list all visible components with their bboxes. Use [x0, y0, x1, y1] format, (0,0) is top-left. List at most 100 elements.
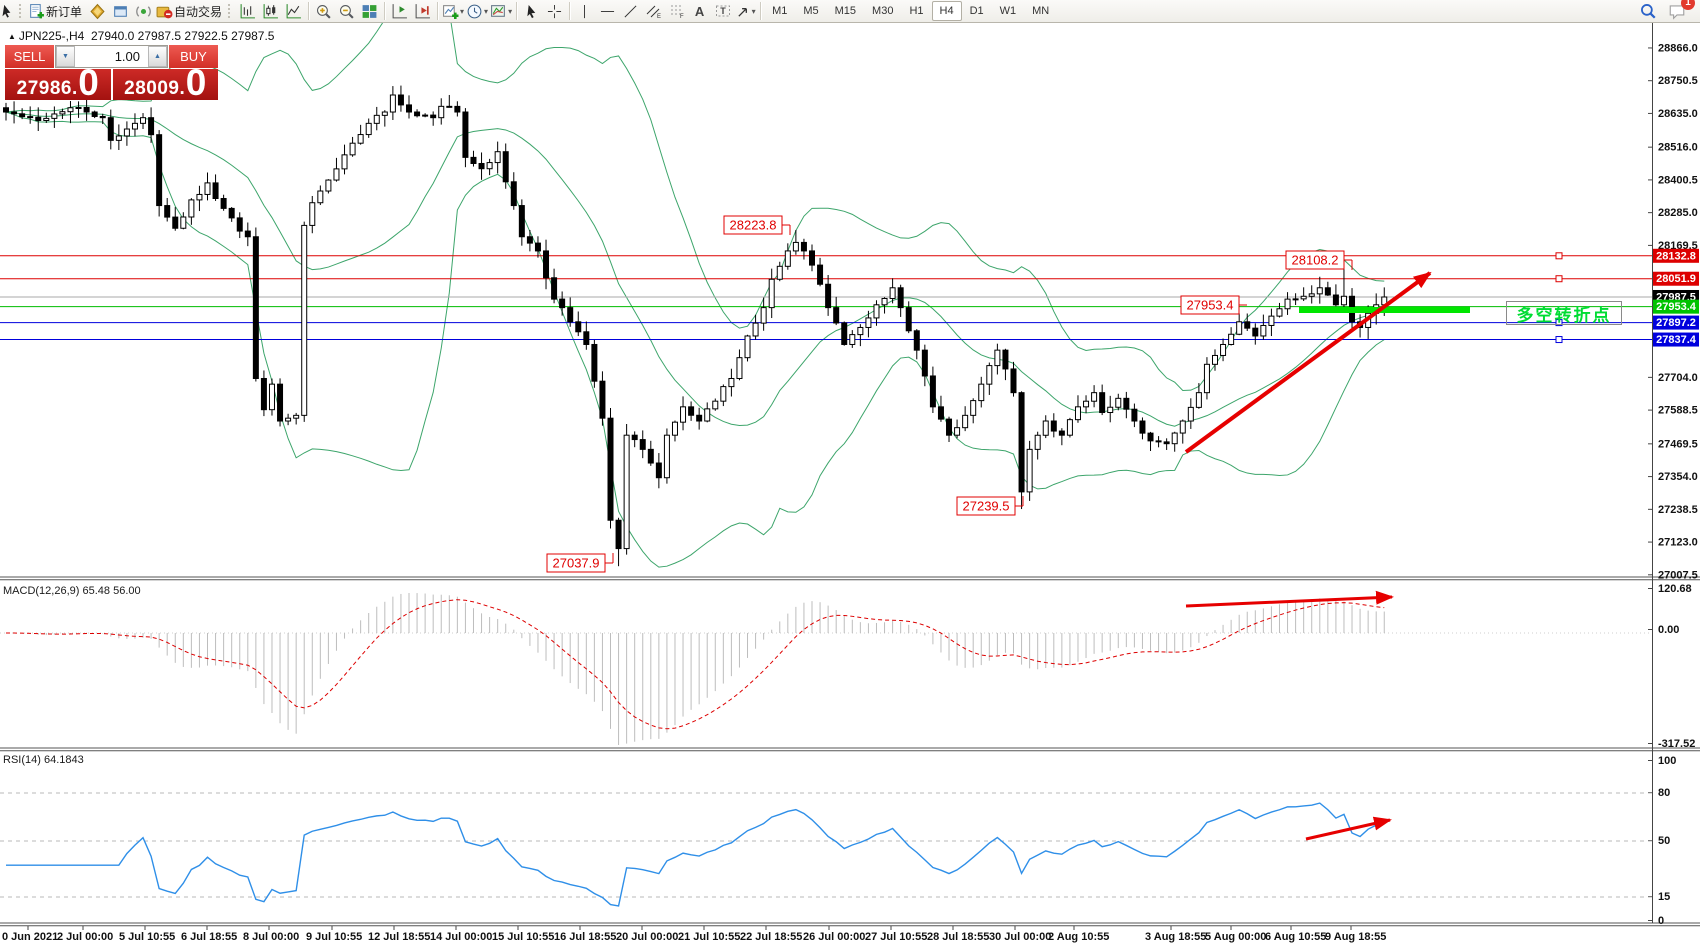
chart-expand-icon: ▲: [8, 32, 16, 41]
svg-text:27704.0: 27704.0: [1658, 372, 1698, 384]
trend-arrow[interactable]: [1184, 271, 1432, 454]
tab-m1[interactable]: M1: [772, 5, 788, 17]
rsi-line: [6, 802, 1385, 907]
zoom-in-button[interactable]: [312, 1, 335, 21]
svg-text:-317.52: -317.52: [1658, 738, 1695, 750]
horizontal-line-icon: [601, 10, 615, 12]
svg-text:27 Jul 10:55: 27 Jul 10:55: [865, 931, 927, 943]
tab-h4[interactable]: H4: [931, 1, 962, 21]
fibonacci-tool[interactable]: F: [665, 1, 688, 21]
sell-button[interactable]: SELL: [5, 45, 54, 68]
tab-h1[interactable]: H1: [909, 5, 924, 17]
vertical-line-tool[interactable]: [573, 1, 596, 21]
svg-text:2 Aug 10:55: 2 Aug 10:55: [1048, 931, 1109, 943]
trend-arrow[interactable]: [1305, 816, 1392, 841]
price-axis-tag: [1653, 332, 1699, 347]
svg-text:27897.2: 27897.2: [1656, 317, 1696, 329]
svg-text:5 Aug 00:00: 5 Aug 00:00: [1205, 931, 1266, 943]
cursor-mode-button[interactable]: [520, 1, 543, 21]
search-button[interactable]: [1636, 1, 1659, 21]
horizontal-line-tool[interactable]: [596, 1, 619, 21]
candle-chart-mode-button[interactable]: [259, 1, 282, 21]
volume-decrease-button[interactable]: ▼: [56, 46, 75, 67]
tile-windows-button[interactable]: [358, 1, 381, 21]
rsi-title: RSI(14): [3, 754, 41, 766]
template-icon: [491, 4, 505, 17]
macd-title: MACD(12,26,9): [3, 585, 80, 597]
templates-button[interactable]: ▾: [489, 1, 513, 21]
bull-bear-turning-point-label[interactable]: 多空转折点: [1506, 301, 1622, 325]
volume-increase-button[interactable]: ▲: [148, 46, 167, 67]
line-chart-mode-button[interactable]: [282, 1, 305, 21]
svg-text:100: 100: [1658, 755, 1676, 767]
periods-button[interactable]: ▾: [465, 1, 489, 21]
trend-arrows[interactable]: [1184, 271, 1432, 841]
sell-price[interactable]: 27986. 0: [5, 64, 111, 101]
clipped-cursor-icon[interactable]: [0, 1, 17, 21]
toolbar-separator: [569, 2, 571, 20]
equidistant-channel-tool[interactable]: E: [642, 1, 665, 21]
buy-price[interactable]: 28009. 0: [112, 62, 218, 104]
svg-text:8 Jul 00:00: 8 Jul 00:00: [243, 931, 299, 943]
svg-text:22 Jul 18:55: 22 Jul 18:55: [740, 931, 802, 943]
trend-arrow[interactable]: [1185, 590, 1394, 608]
market-window-button[interactable]: [109, 1, 132, 21]
add-indicator-button[interactable]: ▾: [441, 1, 465, 21]
auto-scroll-button[interactable]: [411, 1, 434, 21]
clock-icon: [467, 4, 482, 18]
price-tags[interactable]: 28223.8 28108.2 27953.4 27239.5 27037.9: [546, 215, 1353, 573]
bollinger-lower-band: [5, 111, 1385, 568]
sell-price-main: 27986: [16, 78, 72, 99]
hline-handle[interactable]: [1555, 275, 1563, 283]
shift-chart-button[interactable]: [388, 1, 411, 21]
price-axis-tag: [1653, 299, 1699, 314]
chart-title: ▲ JPN225-,H4 27940.0 27987.5 27922.5 2798…: [8, 29, 274, 43]
arrow-shape-icon: [737, 7, 747, 17]
rsi-header: RSI(14) 64.1843: [3, 754, 84, 766]
svg-text:27953.4: 27953.4: [1187, 298, 1234, 313]
tab-mn[interactable]: MN: [1032, 5, 1050, 17]
toolbar-separator: [437, 2, 439, 20]
chart-ohlc-values: 27940.0 27987.5 27922.5 27987.5: [90, 29, 275, 43]
tile-windows-icon: [362, 4, 377, 18]
text-label-tool[interactable]: T: [711, 1, 734, 21]
new-order-button[interactable]: 新订单: [27, 1, 86, 21]
zoom-out-button[interactable]: [335, 1, 358, 21]
broadcast-button[interactable]: [132, 1, 155, 21]
crosshair-icon: [548, 4, 562, 18]
hline-handle[interactable]: [1555, 319, 1563, 327]
price-axis-tag: [1653, 271, 1699, 286]
volume-input[interactable]: 1.00: [114, 49, 140, 64]
buy-price-big-digit: 0: [185, 62, 207, 104]
dropdown-caret: ▾: [484, 6, 489, 16]
buy-button[interactable]: BUY: [169, 45, 218, 68]
tab-d1[interactable]: D1: [969, 5, 984, 17]
svg-text:21 Jul 10:55: 21 Jul 10:55: [678, 931, 740, 943]
main-toolbar: 新订单 自动交易: [0, 0, 1700, 23]
tab-m5[interactable]: M5: [803, 5, 819, 17]
svg-text:12 Jul 18:55: 12 Jul 18:55: [368, 931, 430, 943]
crosshair-mode-button[interactable]: [543, 1, 566, 21]
autotrade-button[interactable]: 自动交易: [155, 1, 226, 21]
trendline-tool[interactable]: [619, 1, 642, 21]
macd-signal-line: [5, 599, 1385, 730]
seal-button[interactable]: [86, 1, 109, 21]
notifications-button[interactable]: 1: [1665, 0, 1695, 21]
arrows-tool[interactable]: ▾: [734, 1, 757, 21]
hline-handle[interactable]: [1555, 336, 1563, 344]
hline-handle[interactable]: [1555, 252, 1563, 260]
buy-price-dot: .: [179, 78, 185, 99]
tab-w1[interactable]: W1: [999, 5, 1017, 17]
zoom-in-icon: [317, 4, 331, 19]
toolbar-separator: [760, 2, 762, 20]
toolbar-separator: [516, 2, 518, 20]
tab-m15[interactable]: M15: [834, 5, 857, 17]
text-tool[interactable]: A: [694, 3, 705, 19]
support-zone-bar[interactable]: [1299, 307, 1470, 313]
svg-text:28635.0: 28635.0: [1658, 108, 1698, 120]
svg-text:80: 80: [1658, 787, 1670, 799]
macd-value-main: 65.48: [82, 585, 111, 597]
bar-chart-mode-button[interactable]: [236, 1, 259, 21]
tab-m30[interactable]: M30: [872, 5, 894, 17]
